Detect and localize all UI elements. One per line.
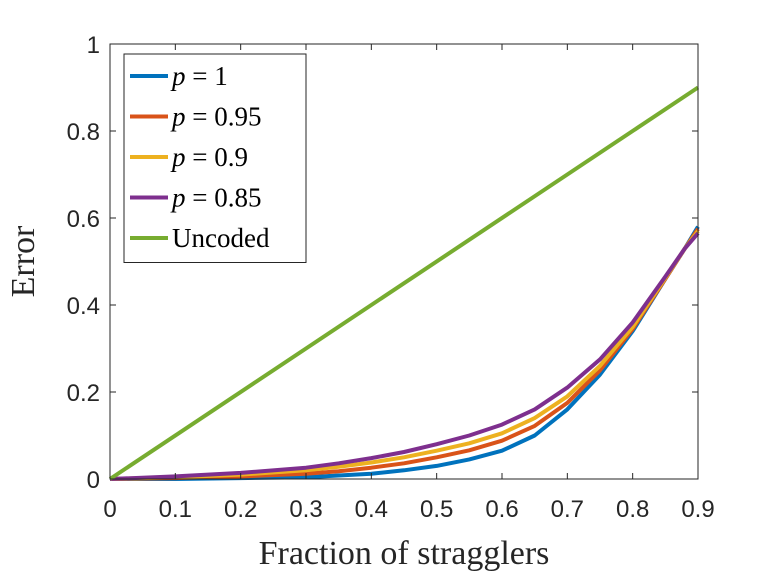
x-axis-label: Fraction of stragglers — [259, 535, 550, 572]
x-tick-label: 0.7 — [551, 496, 584, 523]
legend-entry-label: p = 0.85 — [170, 183, 261, 213]
series-line-2 — [109, 229, 700, 481]
x-tick-label: 0.5 — [420, 496, 453, 523]
legend-entry-label: p = 1 — [170, 61, 228, 91]
x-tick-label: 0.1 — [159, 496, 192, 523]
legend-variable: p — [170, 142, 186, 172]
y-tick-label: 0.4 — [67, 293, 100, 320]
legend-entry-label: p = 0.9 — [170, 142, 248, 172]
legend-value: = 0.85 — [186, 183, 262, 213]
y-tick-label: 0.2 — [67, 380, 100, 407]
legend-value: = 0.9 — [186, 142, 248, 172]
y-tick-label: 0.6 — [67, 206, 100, 233]
legend-entry-label: Uncoded — [172, 223, 270, 253]
series-line-3 — [109, 231, 700, 481]
legend-variable: p — [170, 61, 186, 91]
x-tick-label: 0.4 — [355, 496, 388, 523]
series-line-4 — [108, 85, 700, 481]
legend-value: = 1 — [186, 61, 228, 91]
plot-lines — [108, 85, 700, 481]
x-tick-label: 0 — [103, 496, 116, 523]
legend-entry-label: p = 0.95 — [170, 102, 261, 132]
x-tick-label: 0.9 — [681, 496, 714, 523]
y-axis-ticks: 0 0.2 0.4 0.6 0.8 1 — [67, 32, 698, 494]
legend-value: = 0.95 — [186, 102, 262, 132]
y-tick-label: 0.8 — [67, 119, 100, 146]
legend-value: Uncoded — [172, 223, 270, 253]
x-tick-label: 0.2 — [224, 496, 257, 523]
x-tick-label: 0.6 — [485, 496, 518, 523]
y-axis-label: Error — [5, 225, 42, 297]
y-tick-label: 0 — [87, 467, 100, 494]
x-tick-label: 0.8 — [616, 496, 649, 523]
x-axis-ticks: 0 0.1 0.2 0.3 0.4 0.5 0.6 0.7 0.8 0.9 — [103, 44, 715, 523]
x-tick-label: 0.3 — [289, 496, 322, 523]
plot-area-frame — [109, 43, 699, 480]
y-tick-label: 1 — [87, 32, 100, 59]
legend-variable: p — [170, 102, 186, 132]
legend-variable: p — [170, 183, 186, 213]
